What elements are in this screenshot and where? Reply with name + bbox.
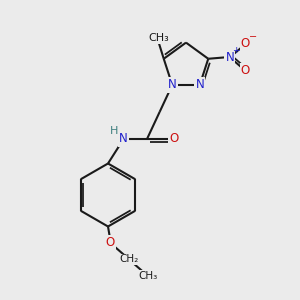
- Text: CH₃: CH₃: [148, 33, 169, 43]
- Text: N: N: [119, 132, 128, 146]
- Text: N: N: [195, 78, 204, 92]
- Text: O: O: [169, 132, 179, 146]
- Text: N: N: [168, 78, 177, 92]
- Text: CH₂: CH₂: [119, 254, 139, 265]
- Text: O: O: [241, 37, 250, 50]
- Text: H: H: [110, 125, 118, 136]
- Text: O: O: [106, 236, 115, 250]
- Text: O: O: [241, 64, 250, 77]
- Text: N: N: [226, 51, 234, 64]
- Text: +: +: [232, 46, 240, 56]
- Text: −: −: [249, 32, 257, 42]
- Text: CH₃: CH₃: [138, 271, 157, 281]
